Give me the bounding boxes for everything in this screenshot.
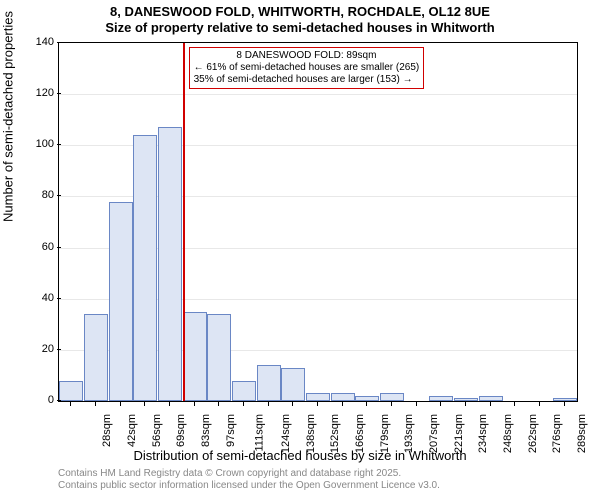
histogram-bar xyxy=(355,396,379,401)
footer-line1: Contains HM Land Registry data © Crown c… xyxy=(58,468,440,480)
x-tick-label: 111sqm xyxy=(254,414,266,452)
title-block: 8, DANESWOOD FOLD, WHITWORTH, ROCHDALE, … xyxy=(0,4,600,35)
x-tick-label: 179sqm xyxy=(379,414,391,453)
x-tick-mark xyxy=(95,402,96,406)
histogram-bar xyxy=(429,396,453,401)
x-tick-label: 83sqm xyxy=(200,414,212,447)
x-tick-label: 124sqm xyxy=(280,414,292,453)
chart-container: 8, DANESWOOD FOLD, WHITWORTH, ROCHDALE, … xyxy=(0,0,600,500)
annotation-line: ← 61% of semi-detached houses are smalle… xyxy=(194,62,420,74)
x-tick-mark xyxy=(194,402,195,406)
histogram-bar xyxy=(454,398,478,401)
x-tick-label: 276sqm xyxy=(551,414,563,453)
x-tick-label: 56sqm xyxy=(151,414,163,447)
x-tick-mark xyxy=(391,402,392,406)
histogram-bar xyxy=(59,381,83,401)
footer-line2: Contains public sector information licen… xyxy=(58,480,440,492)
annotation-box: 8 DANESWOOD FOLD: 89sqm← 61% of semi-det… xyxy=(189,47,425,89)
x-tick-mark xyxy=(317,402,318,406)
histogram-bar xyxy=(479,396,503,401)
x-tick-mark xyxy=(366,402,367,406)
x-tick-mark xyxy=(564,402,565,406)
x-tick-mark xyxy=(144,402,145,406)
y-tick-mark xyxy=(57,349,61,350)
histogram-bar xyxy=(158,127,182,401)
y-tick-mark xyxy=(57,247,61,248)
x-tick-mark xyxy=(440,402,441,406)
x-tick-label: 69sqm xyxy=(175,414,187,447)
histogram-bar xyxy=(183,312,207,402)
histogram-bar xyxy=(281,368,305,401)
histogram-bar xyxy=(232,381,256,401)
y-tick-mark xyxy=(57,93,61,94)
x-tick-label: 42sqm xyxy=(126,414,138,447)
histogram-bar xyxy=(207,314,231,401)
histogram-bar xyxy=(133,135,157,401)
y-tick-mark xyxy=(57,144,61,145)
x-tick-mark xyxy=(514,402,515,406)
histogram-bar xyxy=(109,202,133,401)
y-tick-label: 100 xyxy=(0,138,54,150)
x-tick-label: 28sqm xyxy=(101,414,113,447)
histogram-bar xyxy=(380,393,404,401)
x-tick-mark xyxy=(292,402,293,406)
y-tick-mark xyxy=(57,298,61,299)
x-tick-mark xyxy=(243,402,244,406)
histogram-bar xyxy=(257,365,281,401)
x-tick-mark xyxy=(342,402,343,406)
x-tick-mark xyxy=(70,402,71,406)
x-tick-label: 97sqm xyxy=(225,414,237,447)
x-tick-label: 138sqm xyxy=(305,414,317,453)
plot-area: 8 DANESWOOD FOLD: 89sqm← 61% of semi-det… xyxy=(58,42,578,402)
annotation-line: 8 DANESWOOD FOLD: 89sqm xyxy=(194,50,420,62)
x-tick-mark xyxy=(169,402,170,406)
x-tick-label: 152sqm xyxy=(329,414,341,453)
x-tick-label: 262sqm xyxy=(527,414,539,453)
x-tick-label: 234sqm xyxy=(477,414,489,453)
y-tick-label: 60 xyxy=(0,241,54,253)
x-tick-mark xyxy=(268,402,269,406)
x-tick-label: 193sqm xyxy=(403,414,415,453)
x-tick-mark xyxy=(490,402,491,406)
grid-line xyxy=(59,94,577,95)
chart-title: 8, DANESWOOD FOLD, WHITWORTH, ROCHDALE, … xyxy=(0,4,600,20)
x-tick-label: 207sqm xyxy=(428,414,440,453)
y-tick-label: 120 xyxy=(0,87,54,99)
chart-subtitle: Size of property relative to semi-detach… xyxy=(0,20,600,36)
y-tick-label: 140 xyxy=(0,36,54,48)
histogram-bar xyxy=(331,393,355,401)
y-tick-label: 20 xyxy=(0,343,54,355)
y-tick-mark xyxy=(57,400,61,401)
x-tick-mark xyxy=(539,402,540,406)
histogram-bar xyxy=(553,398,577,401)
x-tick-label: 166sqm xyxy=(354,414,366,453)
y-tick-label: 0 xyxy=(0,394,54,406)
histogram-bar xyxy=(306,393,330,401)
x-tick-mark xyxy=(416,402,417,406)
annotation-line: 35% of semi-detached houses are larger (… xyxy=(194,74,420,86)
x-tick-label: 289sqm xyxy=(576,414,588,453)
marker-line xyxy=(183,43,185,401)
x-tick-mark xyxy=(218,402,219,406)
y-tick-mark xyxy=(57,195,61,196)
histogram-bar xyxy=(84,314,108,401)
x-tick-label: 221sqm xyxy=(453,414,465,453)
y-tick-mark xyxy=(57,42,61,43)
x-tick-label: 248sqm xyxy=(502,414,514,453)
y-tick-label: 80 xyxy=(0,189,54,201)
y-tick-label: 40 xyxy=(0,292,54,304)
footer-attribution: Contains HM Land Registry data © Crown c… xyxy=(58,468,440,492)
x-tick-mark xyxy=(465,402,466,406)
x-tick-mark xyxy=(120,402,121,406)
